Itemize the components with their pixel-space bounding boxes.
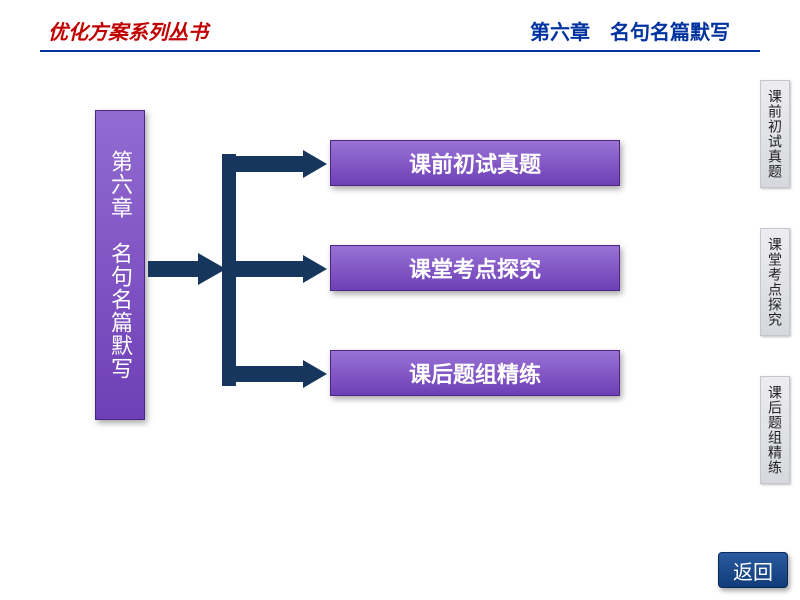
- series-title: 优化方案系列丛书: [48, 16, 208, 45]
- header: 优化方案系列丛书 第六章 名句名篇默写: [0, 16, 800, 50]
- branch-arrow-3-icon: [225, 358, 329, 390]
- return-button[interactable]: 返回: [718, 552, 788, 588]
- sidebar-tab-2[interactable]: 课堂考点探究: [760, 228, 790, 336]
- section-box-3[interactable]: 课后题组精练: [330, 350, 620, 396]
- section-label: 课堂考点探究: [409, 252, 541, 284]
- sidebar-tab-label: 课前初试真题: [765, 89, 785, 179]
- branch-arrow-2-icon: [225, 253, 329, 285]
- sidebar-tab-3[interactable]: 课后题组精练: [760, 376, 790, 484]
- section-label: 课前初试真题: [409, 147, 541, 179]
- sidebar-tab-1[interactable]: 课前初试真题: [760, 80, 790, 188]
- return-label: 返回: [733, 556, 773, 585]
- sidebar-tab-label: 课后题组精练: [765, 385, 785, 475]
- section-box-2[interactable]: 课堂考点探究: [330, 245, 620, 291]
- chapter-title: 第六章 名句名篇默写: [104, 150, 136, 380]
- main-arrow-icon: [148, 249, 228, 289]
- sidebar-tab-label: 课堂考点探究: [765, 237, 785, 327]
- slide-root: 优化方案系列丛书 第六章 名句名篇默写 课前初试真题 课堂考点探究 课后题组精练…: [0, 0, 800, 600]
- sidebar: 课前初试真题 课堂考点探究 课后题组精练: [760, 80, 790, 524]
- chapter-box: 第六章 名句名篇默写: [95, 110, 145, 420]
- branch-arrow-1-icon: [225, 148, 329, 180]
- section-box-1[interactable]: 课前初试真题: [330, 140, 620, 186]
- chapter-label: 第六章 名句名篇默写: [530, 16, 730, 45]
- header-rule: [40, 50, 760, 52]
- section-label: 课后题组精练: [409, 357, 541, 389]
